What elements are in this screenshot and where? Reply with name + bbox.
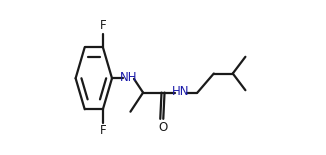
Text: NH: NH (120, 71, 137, 84)
Text: HN: HN (172, 85, 190, 98)
Text: F: F (99, 19, 106, 32)
Text: F: F (99, 124, 106, 137)
Text: O: O (159, 121, 168, 134)
